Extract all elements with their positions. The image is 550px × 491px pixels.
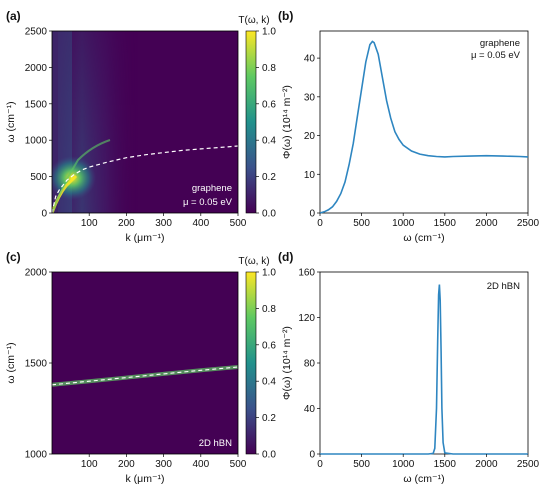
axis-ticks-a: 100 200 300 400 500 0 500 1000 1500 2000 2500 [25,27,247,230]
colorbar-c [245,271,257,455]
x-tick-label: 2500 [517,218,540,229]
colorbar-tick-label: 0.2 [262,413,276,424]
colorbar-a [245,30,257,214]
x-tick-label: 0 [317,459,323,470]
colorbar-tick-label: 0.6 [262,340,276,351]
colorbar-tick-label: 1.0 [262,27,276,38]
x-tick-label: 300 [155,459,172,470]
panel-letter-a: (a) [6,9,21,23]
dispersion-curve-a [52,145,238,213]
xlabel-b: ω (cm⁻¹) [403,232,444,244]
series-line-d [320,284,528,455]
colorbar-tick-label: 0.8 [262,304,276,315]
y-tick-label: 1000 [25,450,48,461]
annotation-material-b: graphene [480,38,520,49]
axis-ticks-d: 0 500 1000 1500 2000 2500 0 40 80 120 160 [298,268,539,471]
x-tick-label: 2500 [517,459,540,470]
x-tick-label: 200 [118,218,135,229]
y-tick-label: 40 [304,404,316,415]
y-tick-label: 80 [304,359,316,370]
plot-frame-a [51,30,239,214]
y-tick-label: 0 [309,450,315,461]
colorbar-tick-label: 0.0 [262,209,276,220]
panel-a: (a) graphene μ = 0.05 eV 100 200 300 400 500… [5,9,276,244]
x-tick-label: 100 [81,218,98,229]
series-line-b [319,40,529,214]
annotation-material-d: 2D hBN [487,281,520,292]
colorbar-tick-label: 0.8 [262,63,276,74]
x-tick-label: 1000 [392,218,415,229]
x-tick-label: 400 [192,218,209,229]
x-tick-label: 500 [230,218,247,229]
ylabel-a: ω (cm⁻¹) [5,101,17,142]
colorbar-ticks-c: 0.0 0.2 0.4 0.6 0.8 1.0 [256,268,276,461]
heatmap-c-background [52,272,238,454]
panel-letter-b: (b) [278,9,293,23]
axis-ticks-b: 0 500 1000 1500 2000 2500 0 10 20 30 40 [304,54,540,229]
x-tick-label: 100 [81,459,98,470]
y-tick-label: 2000 [25,63,48,74]
colorbar-title-c: T(ω, k) [238,256,269,267]
colorbar-tick-label: 0.0 [262,450,276,461]
y-tick-label: 2000 [25,268,48,279]
y-tick-label: 1500 [25,359,48,370]
x-tick-label: 1500 [434,218,457,229]
ylabel-d: Φ(ω) (10¹⁴ m⁻²) [281,326,293,400]
x-tick-label: 2000 [475,459,498,470]
y-tick-label: 10 [304,170,316,181]
colorbar-tick-label: 0.2 [262,172,276,183]
x-tick-label: 0 [317,218,323,229]
colorbar-tick-label: 0.4 [262,136,276,147]
plot-frame-d [319,271,529,455]
xlabel-a: k (μm⁻¹) [126,232,165,244]
panel-letter-c: (c) [6,250,21,264]
dispersion-curve-c [52,366,238,386]
x-tick-label: 1500 [434,459,457,470]
y-tick-label: 2500 [25,27,48,38]
colorbar-tick-label: 1.0 [262,268,276,279]
x-tick-label: 1000 [392,459,415,470]
colorbar-title-a: T(ω, k) [238,15,269,26]
colorbar-tick-label: 0.6 [262,99,276,110]
x-tick-label: 300 [155,218,172,229]
x-tick-label: 200 [118,459,135,470]
panel-b: (b) graphene μ = 0.05 eV 0 500 1000 1500 200… [278,9,540,244]
x-tick-label: 2000 [475,218,498,229]
axis-ticks-c: 100 200 300 400 500 1000 1500 2000 [25,268,247,471]
xlabel-d: ω (cm⁻¹) [403,473,444,485]
y-tick-label: 30 [304,92,316,103]
x-tick-label: 400 [192,459,209,470]
annotation-material-c: 2D hBN [199,438,232,449]
xlabel-c: k (μm⁻¹) [126,473,165,485]
y-tick-label: 1500 [25,99,48,110]
panel-d: (d) 2D hBN 0 500 1000 1500 2000 2500 0 40 80 120 1… [278,250,540,485]
annotation-mu-a: μ = 0.05 eV [183,197,233,208]
y-tick-label: 0 [41,209,47,220]
x-tick-label: 500 [353,218,370,229]
colorbar-tick-label: 0.4 [262,377,276,388]
y-tick-label: 160 [298,268,315,279]
annotation-material-a: graphene [192,183,232,194]
x-tick-label: 500 [353,459,370,470]
ylabel-c: ω (cm⁻¹) [5,342,17,383]
y-tick-label: 20 [304,131,316,142]
panel-letter-d: (d) [278,250,293,264]
plot-frame-b [319,30,529,214]
annotation-mu-b: μ = 0.05 eV [471,50,521,61]
y-tick-label: 0 [309,209,315,220]
ylabel-b: Φ(ω) (10¹⁴ m⁻²) [281,85,293,159]
y-tick-label: 120 [298,313,315,324]
x-tick-label: 500 [230,459,247,470]
colorbar-ticks-a: 0.0 0.2 0.4 0.6 0.8 1.0 [256,27,276,220]
heatmap-a-intensity [52,31,138,213]
y-tick-label: 1000 [25,136,48,147]
y-tick-label: 40 [304,54,316,65]
y-tick-label: 500 [30,172,47,183]
panel-c: (c) 2D hBN 100 200 300 400 500 1000 1500 2000 k… [5,250,276,485]
